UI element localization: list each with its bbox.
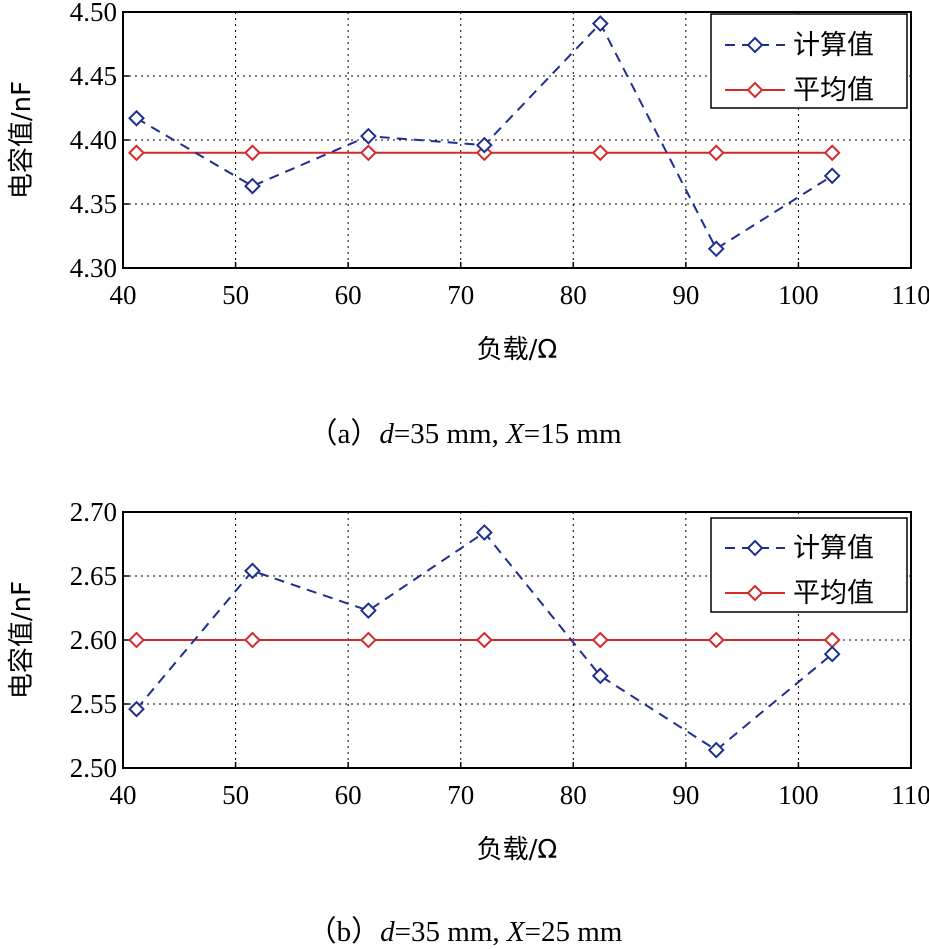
x-tick-label: 80 [560,280,587,310]
data-point [591,631,609,649]
data-point [591,144,609,162]
data-point [244,144,261,162]
x-tick-label: 80 [560,780,587,810]
x-tick-label: 70 [447,280,474,310]
x-tick-label: 40 [110,280,137,310]
data-point [475,136,493,154]
data-point [128,144,145,162]
tick-labels: 40 50 60 70 80 90 100 110 2.50 2.55 2.60 2.65 2.70 [70,497,929,810]
data-point [475,524,493,541]
data-point [359,127,377,145]
y-tick-label: 2.65 [70,561,117,591]
y-tick-label: 4.50 [70,0,117,27]
x-axis-label: 负载/Ω [477,835,558,865]
x-tick-label: 60 [335,780,362,810]
data-point [244,631,261,649]
data-point [128,631,145,649]
data-point [475,631,493,649]
caption-d-var: d [379,418,394,450]
data-point [359,602,377,619]
caption-x-var: X [505,418,525,450]
data-point [823,645,841,663]
x-tick-label: 110 [891,280,929,310]
data-point [707,741,725,759]
data-point [359,144,377,162]
legend-swatch-marker [746,539,764,557]
y-tick-label: 2.50 [70,753,117,783]
data-point [591,667,609,685]
y-tick-label: 2.55 [70,689,117,719]
legend-box [710,13,908,109]
legend-label: 计算值 [793,533,874,564]
data-point [244,177,261,195]
series-layer [128,524,841,759]
x-tick-label: 50 [222,280,249,310]
y-tick-label: 4.45 [70,61,117,91]
x-tick-label: 70 [447,780,474,810]
x-tick-label: 100 [778,780,819,810]
chart-b: 40 50 60 70 80 90 100 110 2.50 2.55 2.60 2.65 2.70 负… [7,497,929,948]
series-layer [128,15,841,258]
data-point [128,700,145,718]
caption-x-value: =25 mm [525,916,623,948]
y-axis-label: 电容值/nF [7,581,37,699]
y-tick-label: 4.40 [70,125,117,155]
x-tick-label: 90 [672,280,699,310]
y-tick-label: 2.70 [70,497,117,527]
x-tick-label: 110 [891,780,929,810]
x-tick-label: 50 [222,780,249,810]
data-point [707,144,725,162]
legend-box [710,517,908,613]
data-point [707,240,725,258]
y-tick-label: 4.30 [70,253,117,283]
legend-label: 平均值 [793,75,874,106]
caption-x-var: X [506,916,526,948]
x-tick-label: 40 [110,780,137,810]
legend-label: 平均值 [793,578,874,609]
caption-d-value: =35 mm, [395,916,507,948]
data-point [823,167,841,185]
plot-frame [122,11,912,269]
legend-label: 计算值 [793,30,874,61]
legend-swatch-marker [746,81,764,99]
plot-frame [122,511,912,769]
x-axis-label: 负载/Ω [477,335,558,365]
data-point [244,562,261,580]
caption-prefix: （b） [308,916,381,948]
chart-a: 40 50 60 70 80 90 100 110 4.30 4.35 4.40 4.45 4.50 负… [7,0,929,450]
x-tick-label: 60 [335,280,362,310]
caption-d-var: d [380,916,395,948]
x-tick-label: 90 [672,780,699,810]
caption-x-value: =15 mm [524,418,622,450]
data-point [128,109,145,127]
x-tick-label: 100 [778,280,819,310]
legend-swatch-marker [746,584,764,602]
legend-swatch-marker [746,36,764,54]
data-point [591,15,609,32]
tick-labels: 40 50 60 70 80 90 100 110 4.30 4.35 4.40 4.45 4.50 [70,0,929,310]
y-tick-label: 4.35 [70,189,117,219]
y-axis-label: 电容值/nF [7,81,37,199]
caption-prefix: （a） [308,418,379,450]
caption: （a）d=35 mm, X=15 mm [308,418,621,450]
caption-d-value: =35 mm, [394,418,506,450]
caption: （b）d=35 mm, X=25 mm [308,916,623,948]
y-tick-label: 2.60 [70,625,117,655]
data-point [707,631,725,649]
data-point [823,144,841,162]
data-point [359,631,377,649]
